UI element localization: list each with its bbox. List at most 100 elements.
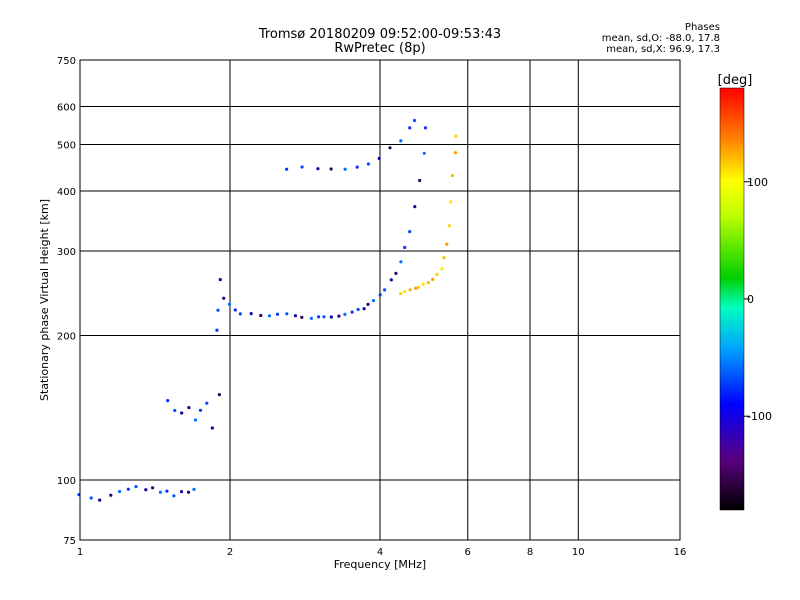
echo-point <box>418 178 422 183</box>
echo-point <box>399 260 403 264</box>
echo-point <box>403 245 407 250</box>
echo-point <box>317 315 321 319</box>
echo-point <box>322 315 326 319</box>
echo-point <box>316 167 320 171</box>
y-tick-label: 75 <box>63 536 76 547</box>
echo-point <box>151 486 155 490</box>
echo-point <box>172 494 176 498</box>
echo-point <box>118 489 122 494</box>
colorbar-tick-label: 0 <box>747 293 754 306</box>
echo-point <box>408 230 412 234</box>
echo-point <box>414 286 418 290</box>
echo-point <box>216 308 220 312</box>
x-tick-label: 1 <box>77 547 83 558</box>
echo-point <box>426 281 430 285</box>
echo-point <box>445 242 449 246</box>
echo-point <box>285 167 289 171</box>
echo-point <box>350 310 354 314</box>
y-tick-label: 400 <box>57 187 76 198</box>
echo-point <box>222 296 226 300</box>
x-axis-label: Frequency [MHz] <box>334 558 426 571</box>
echo-point <box>355 165 359 169</box>
echo-point <box>378 293 382 297</box>
echo-point <box>450 174 454 178</box>
echo-point <box>329 167 333 171</box>
echo-point <box>408 288 412 292</box>
echo-point <box>227 302 232 306</box>
echo-point <box>329 315 333 319</box>
echo-point <box>449 200 453 204</box>
echo-point <box>421 282 425 286</box>
colorbar-label: [deg] <box>718 73 753 88</box>
y-tick-label: 750 <box>57 56 76 67</box>
data-points-layer <box>77 118 458 502</box>
echo-point <box>343 167 347 171</box>
echo-point <box>180 411 184 415</box>
echo-point <box>383 288 387 292</box>
echo-point <box>165 489 169 493</box>
echo-point <box>454 134 458 138</box>
echo-point <box>300 165 304 169</box>
echo-point <box>217 393 221 397</box>
y-axis-ticks: 75 100 200 300 400 500 600 750 <box>57 56 76 547</box>
echo-point <box>403 289 407 294</box>
chart-title: Tromsø 20180209 09:52:00-09:53:43 <box>258 27 502 42</box>
grid-layer <box>80 60 680 540</box>
echo-point <box>218 278 222 282</box>
echo-point <box>134 485 138 489</box>
echo-point <box>293 314 297 318</box>
echo-point <box>198 408 203 412</box>
echo-point <box>186 490 191 494</box>
y-axis-label: Stationary phase Virtual Height [km] <box>38 199 51 401</box>
y-tick-label: 300 <box>57 247 76 258</box>
echo-point <box>399 292 403 296</box>
echo-point <box>238 312 242 316</box>
echo-point <box>337 314 341 318</box>
colorbar-tick-label: 100 <box>747 176 768 189</box>
echo-point <box>285 312 289 316</box>
echo-point <box>192 487 196 491</box>
echo-point <box>442 256 446 260</box>
echo-point <box>399 139 403 143</box>
echo-point <box>377 156 381 160</box>
echo-point <box>275 312 280 316</box>
echo-point <box>193 418 198 422</box>
echo-point <box>173 408 177 413</box>
y-tick-label: 600 <box>57 103 76 114</box>
plot-frame <box>79 59 681 541</box>
x-tick-label: 4 <box>377 547 383 558</box>
echo-point <box>215 328 219 332</box>
echo-point <box>179 490 184 494</box>
echo-point <box>205 401 209 405</box>
echo-point <box>423 126 427 130</box>
colorbar-tick-label: -100 <box>747 410 772 423</box>
echo-point <box>89 496 93 500</box>
echo-point <box>126 487 130 491</box>
echo-point <box>422 151 426 155</box>
echo-point <box>371 299 376 303</box>
x-tick-label: 16 <box>674 547 687 558</box>
phases-x-mode: mean, sd,X: 96.9, 17.3 <box>606 44 720 55</box>
echo-point <box>388 146 392 150</box>
phase-stats: Phases mean, sd,O: -88.0, 17.8 mean, sd,… <box>570 22 720 55</box>
echo-point <box>435 272 439 277</box>
phases-heading: Phases <box>684 22 720 33</box>
chart-subtitle: RwPretec (8p) <box>334 41 426 56</box>
echo-point <box>362 307 366 311</box>
echo-point <box>249 312 253 316</box>
echo-point <box>412 118 417 123</box>
echo-point <box>417 285 421 289</box>
echo-point <box>356 307 360 312</box>
colorbar <box>719 87 745 511</box>
echo-point <box>453 151 458 155</box>
echo-point <box>431 277 435 281</box>
echo-point <box>413 205 417 209</box>
y-tick-label: 200 <box>57 332 76 343</box>
y-tick-label: 100 <box>57 476 76 487</box>
x-tick-label: 10 <box>572 547 585 558</box>
echo-point <box>166 399 170 403</box>
echo-point <box>98 498 102 502</box>
echo-point <box>366 162 370 166</box>
echo-point <box>440 267 444 271</box>
